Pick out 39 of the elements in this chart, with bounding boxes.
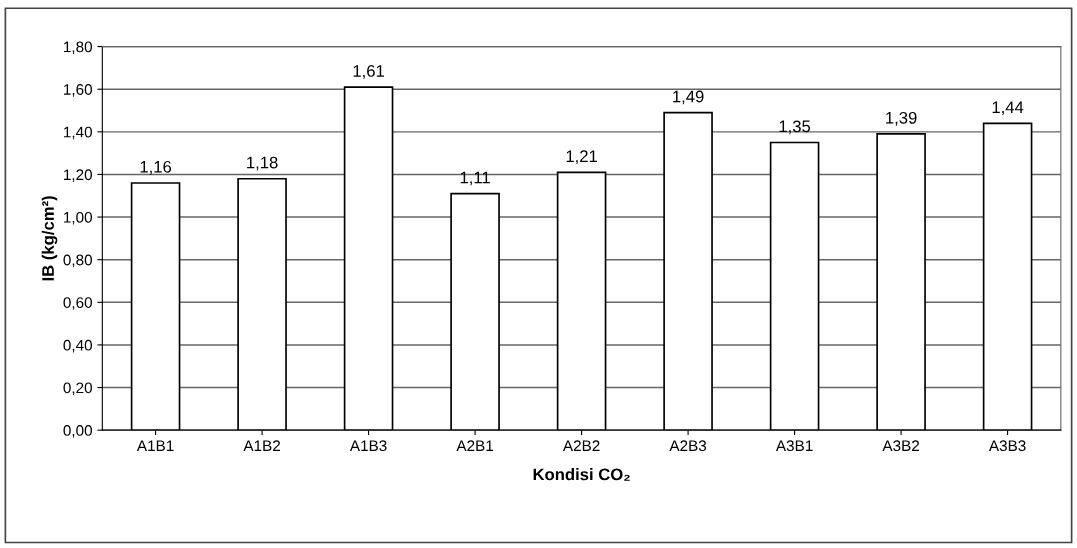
- data-label: 1,49: [673, 90, 704, 105]
- x-tick-label: A1B1: [136, 440, 174, 451]
- bar: [237, 177, 287, 431]
- data-label: 1,35: [779, 120, 811, 135]
- bar: [663, 111, 713, 431]
- x-tick-label: A1B3: [349, 440, 387, 452]
- x-tick-label: A3B2: [882, 440, 920, 452]
- data-label: 1,39: [886, 111, 917, 126]
- y-tick-label: 0,80: [63, 254, 92, 268]
- data-label: 1,21: [566, 150, 597, 165]
- y-tick-label: 1,00: [64, 211, 92, 225]
- y-tick-label: 1,60: [64, 84, 92, 97]
- data-label: 1,16: [140, 160, 172, 175]
- bar: [343, 86, 394, 431]
- x-tick-label: A2B3: [669, 440, 707, 452]
- data-label: 1,18: [247, 156, 278, 171]
- y-tick-label: 1,40: [64, 126, 92, 140]
- y-tick-label: 0,20: [63, 382, 92, 396]
- y-tick-label: 1,20: [64, 169, 92, 182]
- bar: [130, 182, 181, 431]
- y-tick-label: 0,00: [63, 425, 92, 438]
- y-axis-title: IB (kg/cm²): [41, 196, 58, 281]
- y-tick-label: 1,80: [64, 41, 92, 55]
- x-tick-label: A2B2: [562, 440, 600, 451]
- data-label: 1,11: [460, 171, 490, 186]
- data-label: 1,44: [992, 101, 1024, 116]
- x-tick-label: A1B2: [243, 440, 280, 451]
- x-tick-label: A3B3: [988, 440, 1026, 452]
- bar: [876, 133, 926, 431]
- x-tick-label: A3B1: [775, 440, 813, 452]
- y-tick-label: 0,40: [63, 339, 92, 353]
- bar: [450, 192, 500, 431]
- bar: [769, 141, 820, 431]
- x-tick-label: A2B1: [456, 440, 494, 451]
- bar: [556, 171, 607, 431]
- data-label: 1,61: [353, 65, 384, 79]
- y-tick-label: 0,60: [63, 297, 92, 310]
- x-axis-title: Kondisi CO₂: [533, 468, 630, 481]
- bar: [982, 122, 1033, 431]
